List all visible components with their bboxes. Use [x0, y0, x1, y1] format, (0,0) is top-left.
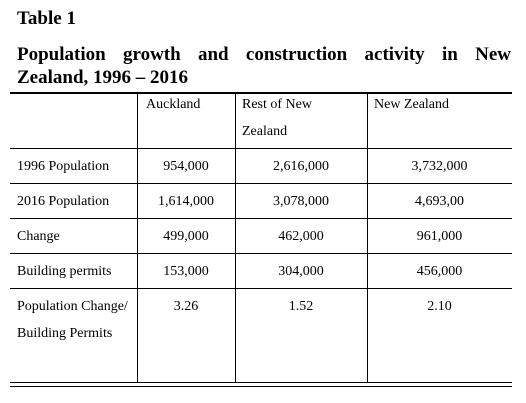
column-rule: [367, 93, 368, 383]
cell-value: 954,000: [163, 159, 209, 174]
rule: [10, 183, 512, 184]
cell-value: 3,078,000: [273, 194, 329, 209]
cell-value: 304,000: [278, 264, 324, 279]
table-caption: Table 1: [17, 8, 76, 29]
rule: [10, 92, 512, 94]
rule: [10, 382, 512, 383]
rule: [10, 386, 512, 387]
column-header: Rest of New Zealand: [242, 97, 312, 139]
row-label: 2016 Population: [17, 194, 110, 209]
table-title: Population growth and construction activ…: [17, 44, 511, 88]
row-label: 1996 Population: [17, 159, 110, 174]
column-header: New Zealand: [374, 97, 450, 112]
row-label: Population Change/ Building Permits: [17, 299, 128, 341]
cell-value: 3.26: [173, 299, 199, 314]
cell-value: 153,000: [163, 264, 209, 279]
cell-value: 1,614,000: [158, 194, 214, 209]
column-header: Auckland: [146, 97, 201, 112]
rule: [10, 253, 512, 254]
rule: [10, 288, 512, 289]
cell-value: 499,000: [163, 229, 209, 244]
cell-value: 1.52: [288, 299, 314, 314]
rule: [10, 218, 512, 219]
column-rule: [137, 93, 138, 383]
column-rule: [235, 93, 236, 383]
cell-value: 961,000: [416, 229, 463, 244]
cell-value: 4,693,00: [415, 194, 464, 209]
row-label: Building permits: [17, 264, 112, 279]
cell-value: 456,000: [416, 264, 463, 279]
rule: [10, 148, 512, 149]
cell-value: 3,732,000: [411, 159, 468, 174]
cell-value: 2,616,000: [273, 159, 329, 174]
row-label: Change: [17, 229, 60, 244]
cell-value: 462,000: [278, 229, 324, 244]
cell-value: 2.10: [427, 299, 452, 314]
